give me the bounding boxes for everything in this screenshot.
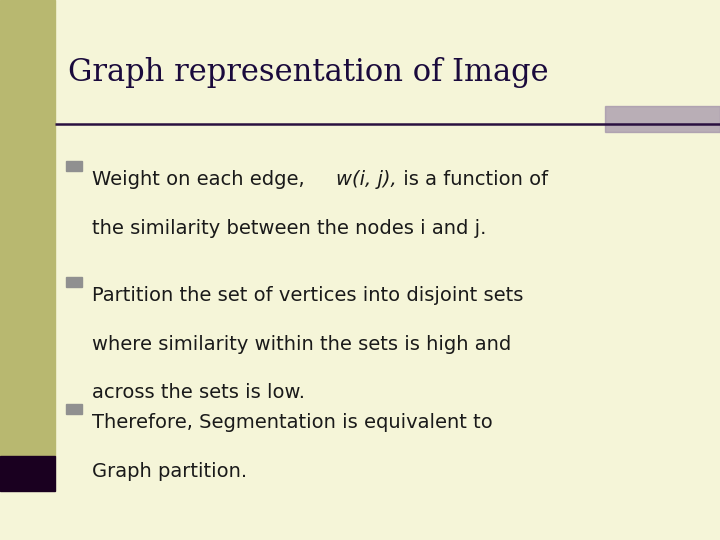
Bar <box>0 456 55 491</box>
Text: Graph partition.: Graph partition. <box>92 462 247 481</box>
Bar <box>0 0 55 456</box>
Text: where similarity within the sets is high and: where similarity within the sets is high… <box>92 335 511 354</box>
Bar <box>66 161 81 171</box>
Text: Weight on each edge,: Weight on each edge, <box>92 170 311 189</box>
Text: the similarity between the nodes i and j.: the similarity between the nodes i and j… <box>92 219 487 238</box>
Text: w(i, j),: w(i, j), <box>336 170 396 189</box>
Text: across the sets is low.: across the sets is low. <box>92 383 305 402</box>
Bar <box>66 278 81 287</box>
Bar <box>605 106 720 132</box>
Text: Partition the set of vertices into disjoint sets: Partition the set of vertices into disjo… <box>92 286 523 305</box>
Text: is a function of: is a function of <box>397 170 548 189</box>
Text: Graph representation of Image: Graph representation of Image <box>68 57 549 87</box>
Text: Therefore, Segmentation is equivalent to: Therefore, Segmentation is equivalent to <box>92 413 493 432</box>
Bar <box>66 404 81 414</box>
